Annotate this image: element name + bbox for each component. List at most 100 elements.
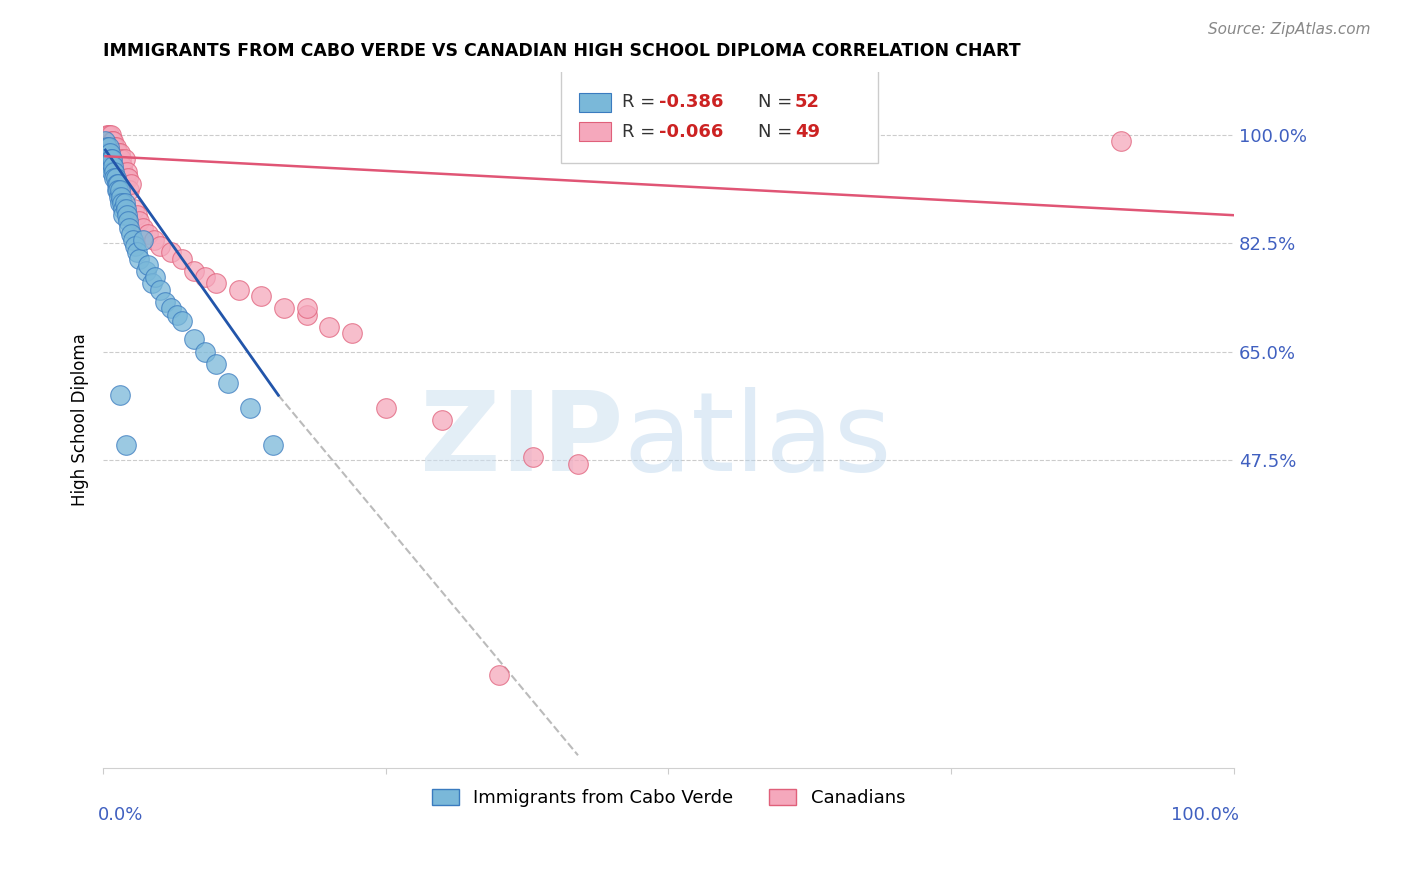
Point	[125, 245, 148, 260]
Point	[131, 233, 153, 247]
Point	[183, 264, 205, 278]
Text: 49: 49	[794, 122, 820, 141]
Text: 52: 52	[794, 94, 820, 112]
Point	[160, 245, 183, 260]
Point	[155, 295, 177, 310]
Point	[111, 195, 134, 210]
Point	[107, 146, 129, 161]
Point	[97, 146, 120, 161]
Point	[103, 146, 125, 161]
Point	[105, 177, 128, 191]
Point	[120, 177, 142, 191]
Point	[250, 289, 273, 303]
Point	[205, 277, 228, 291]
Text: N =: N =	[758, 94, 797, 112]
Point	[160, 301, 183, 316]
Text: -0.066: -0.066	[659, 122, 724, 141]
Point	[111, 159, 134, 173]
Text: R =: R =	[621, 94, 661, 112]
Point	[138, 227, 160, 241]
Point	[172, 314, 194, 328]
Text: N =: N =	[758, 122, 797, 141]
Point	[122, 202, 145, 216]
Text: 100.0%: 100.0%	[1171, 806, 1240, 824]
Point	[101, 140, 124, 154]
Point	[149, 239, 172, 253]
Point	[108, 153, 131, 167]
Point	[172, 252, 194, 266]
Point	[117, 171, 139, 186]
Point	[239, 401, 262, 415]
Point	[120, 227, 142, 241]
Point	[103, 134, 125, 148]
Point	[98, 134, 121, 148]
Point	[217, 376, 239, 390]
Text: atlas: atlas	[623, 387, 891, 494]
Point	[100, 153, 122, 167]
Point	[101, 153, 124, 167]
Point	[103, 171, 125, 186]
Point	[143, 270, 166, 285]
Point	[115, 165, 138, 179]
Point	[103, 140, 125, 154]
Point	[107, 183, 129, 197]
Point	[103, 159, 125, 173]
Point	[1109, 134, 1132, 148]
Point	[183, 332, 205, 346]
Point	[340, 326, 363, 340]
Point	[117, 214, 139, 228]
Point	[131, 220, 153, 235]
Point	[488, 667, 510, 681]
Text: 0.0%: 0.0%	[97, 806, 143, 824]
Legend: Immigrants from Cabo Verde, Canadians: Immigrants from Cabo Verde, Canadians	[425, 781, 912, 814]
Point	[135, 264, 157, 278]
Point	[114, 153, 136, 167]
Point	[105, 183, 128, 197]
Point	[205, 357, 228, 371]
Point	[104, 171, 127, 186]
Point	[374, 401, 396, 415]
Point	[97, 140, 120, 154]
Point	[295, 301, 318, 316]
Text: R =: R =	[621, 122, 661, 141]
Point	[103, 165, 125, 179]
Point	[194, 270, 217, 285]
Point	[138, 258, 160, 272]
Point	[110, 153, 132, 167]
Point	[112, 208, 135, 222]
Point	[121, 233, 143, 247]
Point	[100, 128, 122, 142]
Point	[318, 320, 340, 334]
Point	[110, 189, 132, 203]
Point	[101, 165, 124, 179]
Point	[108, 183, 131, 197]
Point	[96, 128, 118, 142]
Point	[112, 165, 135, 179]
Point	[262, 438, 284, 452]
Point	[112, 202, 135, 216]
Point	[141, 277, 163, 291]
Point	[108, 195, 131, 210]
Point	[166, 308, 188, 322]
Point	[101, 134, 124, 148]
Point	[96, 140, 118, 154]
Point	[108, 388, 131, 402]
Point	[105, 153, 128, 167]
Point	[128, 252, 150, 266]
Point	[94, 134, 117, 148]
Text: ZIP: ZIP	[420, 387, 623, 494]
Point	[295, 308, 318, 322]
Bar	[579, 122, 610, 141]
Point	[100, 159, 122, 173]
Point	[105, 146, 128, 161]
Point	[432, 413, 454, 427]
Y-axis label: High School Diploma: High School Diploma	[72, 334, 89, 507]
Point	[194, 344, 217, 359]
Text: Source: ZipAtlas.com: Source: ZipAtlas.com	[1208, 22, 1371, 37]
Point	[114, 438, 136, 452]
Point	[522, 450, 544, 465]
Point	[118, 183, 141, 197]
Point	[114, 171, 136, 186]
Point	[107, 177, 129, 191]
FancyBboxPatch shape	[561, 69, 877, 163]
